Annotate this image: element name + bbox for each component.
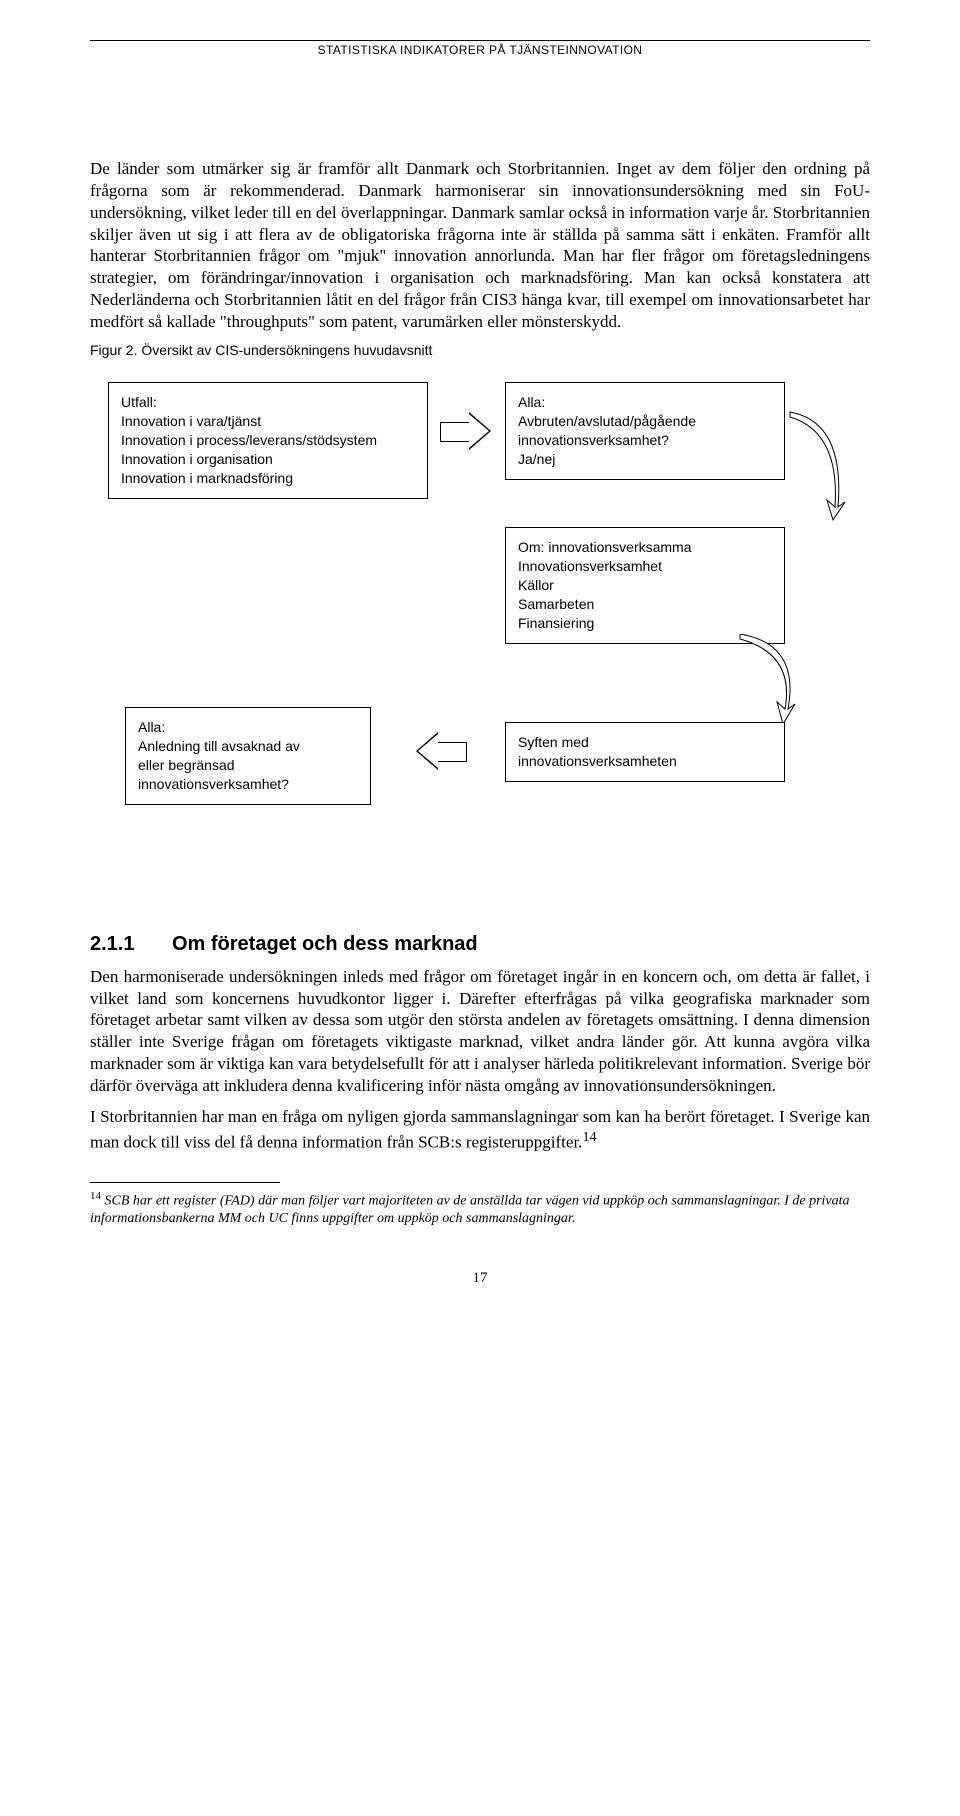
box-title: Alla:	[518, 393, 772, 412]
box-line: Innovation i organisation	[121, 450, 415, 469]
box-line: Syften med	[518, 733, 772, 752]
footnote-number: 14	[90, 1190, 101, 1202]
arrow-right-icon	[440, 412, 492, 450]
box-line: Ja/nej	[518, 450, 772, 469]
box-syften: Syften med innovationsverksamheten	[505, 722, 785, 782]
box-line: Avbruten/avslutad/pågående	[518, 412, 772, 431]
paragraph-3: I Storbritannien har man en fråga om nyl…	[90, 1106, 870, 1153]
curved-arrow-icon	[785, 402, 855, 552]
box-alla-anledning: Alla: Anledning till avsaknad av eller b…	[125, 707, 371, 805]
section-title: Om företaget och dess marknad	[172, 933, 478, 955]
box-line: Anledning till avsaknad av	[138, 737, 358, 756]
box-line: Innovation i vara/tjänst	[121, 412, 415, 431]
footnote-text: SCB har ett register (FAD) där man följe…	[90, 1193, 850, 1226]
box-line: Finansiering	[518, 614, 772, 633]
figure-2-caption: Figur 2. Översikt av CIS-undersökningens…	[90, 342, 870, 360]
paragraph-2: Den harmoniserade undersökningen inleds …	[90, 966, 870, 1097]
box-line: eller begränsad	[138, 756, 358, 775]
box-line: Innovation i process/leverans/stödsystem	[121, 431, 415, 450]
box-line: Samarbeten	[518, 595, 772, 614]
box-line: Innovation i marknadsföring	[121, 469, 415, 488]
footnote-14: 14 SCB har ett register (FAD) där man fö…	[90, 1189, 870, 1229]
box-line: innovationsverksamhet?	[138, 775, 358, 794]
figure-2-diagram: Utfall: Innovation i vara/tjänst Innovat…	[90, 382, 870, 852]
box-innovationsverksamma: Om: innovationsverksamma Innovationsverk…	[505, 527, 785, 643]
para3-text: I Storbritannien har man en fråga om nyl…	[90, 1107, 870, 1151]
section-number: 2.1.1	[90, 932, 172, 958]
footnote-marker: 14	[582, 1129, 596, 1145]
box-utfall: Utfall: Innovation i vara/tjänst Innovat…	[108, 382, 428, 498]
section-2-1-1-heading: 2.1.1Om företaget och dess marknad	[90, 932, 870, 958]
box-line: Om: innovationsverksamma	[518, 538, 772, 557]
arrow-left-icon	[415, 732, 467, 770]
curved-arrow-icon	[730, 634, 810, 734]
page-number: 17	[90, 1269, 870, 1288]
box-line: Innovationsverksamhet	[518, 557, 772, 576]
box-title: Alla:	[138, 718, 358, 737]
box-alla-avbruten: Alla: Avbruten/avslutad/pågående innovat…	[505, 382, 785, 480]
box-line: innovationsverksamheten	[518, 752, 772, 771]
box-line: Källor	[518, 576, 772, 595]
page-header: STATISTISKA INDIKATORER PÅ TJÄNSTEINNOVA…	[90, 40, 870, 58]
box-title: Utfall:	[121, 393, 415, 412]
footnote-rule	[90, 1182, 280, 1183]
paragraph-1: De länder som utmärker sig är framför al…	[90, 158, 870, 332]
box-line: innovationsverksamhet?	[518, 431, 772, 450]
